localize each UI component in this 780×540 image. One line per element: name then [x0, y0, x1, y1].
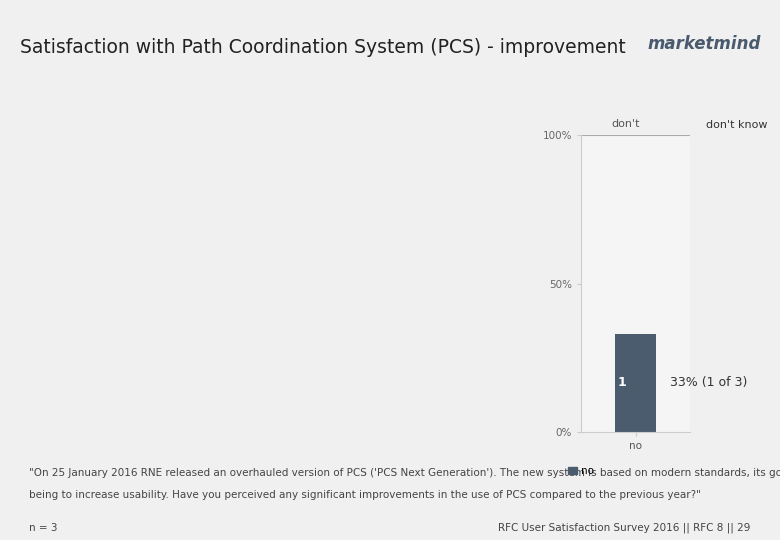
Text: "On 25 January 2016 RNE released an overhauled version of PCS ('PCS Next Generat: "On 25 January 2016 RNE released an over…: [29, 468, 780, 477]
Text: 33% (1 of 3): 33% (1 of 3): [670, 376, 747, 389]
Text: don't: don't: [612, 119, 640, 129]
Text: Satisfaction with Path Coordination System (PCS) - improvement: Satisfaction with Path Coordination Syst…: [20, 38, 626, 57]
Text: 1: 1: [617, 376, 626, 389]
Text: don't know: don't know: [706, 119, 768, 130]
Text: RFC User Satisfaction Survey 2016 || RFC 8 || 29: RFC User Satisfaction Survey 2016 || RFC…: [498, 523, 751, 533]
Bar: [615, 334, 656, 432]
Legend: no: no: [564, 462, 598, 480]
Text: marketmind: marketmind: [647, 35, 760, 53]
Text: n = 3: n = 3: [29, 523, 58, 533]
Text: being to increase usability. Have you perceived any significant improvements in : being to increase usability. Have you pe…: [29, 490, 701, 500]
